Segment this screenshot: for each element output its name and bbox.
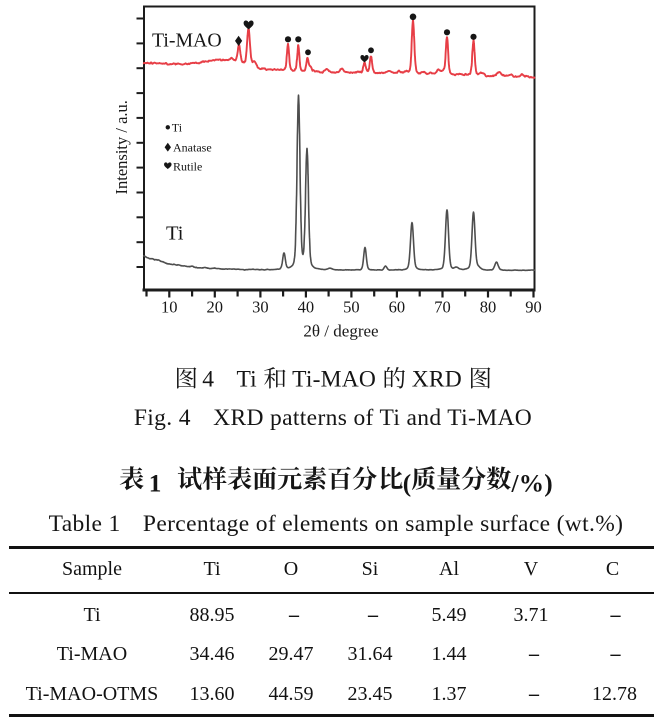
svg-text:Rutile: Rutile [173, 160, 202, 174]
svg-text:90: 90 [525, 298, 542, 317]
svg-text:20: 20 [207, 298, 224, 317]
svg-text:30: 30 [252, 298, 269, 317]
svg-text:10: 10 [161, 298, 178, 317]
svg-text:2θ / degree: 2θ / degree [303, 322, 378, 341]
svg-text:70: 70 [434, 298, 451, 317]
svg-text:Ti-MAO: Ti-MAO [152, 30, 222, 52]
svg-text:Anatase: Anatase [173, 140, 212, 154]
svg-text:Ti: Ti [172, 120, 183, 134]
svg-text:Intensity / a.u.: Intensity / a.u. [112, 100, 131, 194]
svg-text:Ti: Ti [166, 223, 184, 245]
svg-text:40: 40 [298, 298, 315, 317]
svg-text:60: 60 [389, 298, 406, 317]
svg-text:80: 80 [480, 298, 497, 317]
svg-text:50: 50 [343, 298, 360, 317]
